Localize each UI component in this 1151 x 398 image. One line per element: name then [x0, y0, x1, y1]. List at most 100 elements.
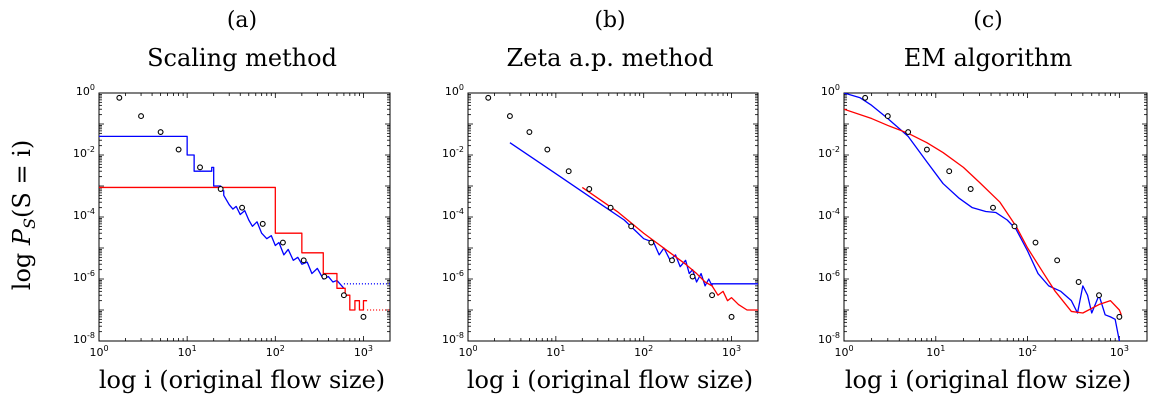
- panel-a-marker-point: [157, 129, 164, 135]
- panel-c-marker-point: [946, 168, 953, 175]
- panel-a-label: (a): [227, 8, 257, 33]
- panel-b-xtick-label: 103: [722, 344, 741, 359]
- panel-c-xlabel: log i (original flow size): [845, 366, 1131, 394]
- panel-b-marker-point: [526, 129, 533, 135]
- panel-a-marker-point: [340, 292, 347, 299]
- panel-a-marker-point: [239, 204, 246, 211]
- panel-c-series-1: [844, 93, 1121, 341]
- panel-b-marker-point: [628, 223, 635, 230]
- panel-c-markers: [862, 94, 1123, 320]
- panel-a: (a) Scaling method 100 101 102 10310-810-61…: [73, 8, 391, 394]
- panel-a-marker-point: [300, 257, 307, 264]
- y-axis-label-rest: (S = i): [8, 140, 36, 218]
- y-axis-label: log PS(S = i): [8, 140, 39, 290]
- panel-c-marker-point: [1075, 279, 1082, 285]
- panel-b: (b) Zeta a.p. method 100 101 102 103 10-8 10-…: [442, 8, 759, 394]
- panel-c-ytick-label: 10-8: [818, 331, 840, 346]
- panel-b-plot: 100 101 102 103 10-8 10-6 10-4 10-2 100: [442, 83, 759, 359]
- panel-b-xlabel: log i (original flow size): [467, 366, 753, 394]
- panel-a-title: Scaling method: [147, 44, 337, 72]
- panel-a-marker-point: [217, 186, 224, 192]
- panel-b-marker-point: [607, 204, 614, 211]
- panel-c-ytick-label: 10-4: [818, 207, 840, 222]
- panel-c-marker-point: [862, 94, 869, 101]
- panel-a-axes-frame: [98, 92, 391, 342]
- panel-c-ytick-label: 10-6: [818, 269, 840, 284]
- panel-a-xtick-label: 103: [354, 344, 373, 359]
- panel-b-ytick-label: 10-2: [442, 145, 464, 160]
- panel-b-marker-point: [709, 292, 716, 299]
- panel-a-markers: [116, 94, 367, 320]
- panel-a-plot: 100 101 102 103 10-8 10-6 10-4 10-2 100: [73, 83, 391, 359]
- panel-a-ytick-label: 10-2: [73, 145, 95, 160]
- panel-c-plot: 100 101 102 103 10-8 10-6 10-4 10-2 100: [818, 83, 1148, 359]
- panel-b-marker-point: [485, 94, 492, 101]
- panel-c-xtick-label: 103: [1110, 344, 1129, 359]
- panel-c: (c) EM algorithm 100 101 102 103 10-8 10-6 10-…: [818, 8, 1148, 394]
- panel-a-marker-point: [259, 220, 266, 227]
- panel-c-marker-point: [1116, 313, 1123, 320]
- panel-a-ytick-label: 10-8: [73, 331, 95, 346]
- y-axis-label-sub: S: [20, 218, 39, 229]
- panel-a-ytick-label: 100: [76, 83, 95, 98]
- panel-a-marker-point: [175, 146, 182, 153]
- panel-a-marker-point: [321, 273, 328, 280]
- panel-b-label: (b): [594, 8, 625, 33]
- panel-c-marker-point: [923, 146, 930, 153]
- panel-a-xtick-label: 102: [266, 344, 285, 359]
- panel-b-xtick-label: 100: [458, 344, 477, 359]
- panel-a-series-2: [99, 186, 368, 311]
- panel-c-ytick-label: 10-2: [818, 145, 840, 160]
- panel-b-ytick-label: 100: [445, 83, 464, 98]
- panel-a-marker-point: [360, 313, 367, 320]
- panel-a-xlabel: log i (original flow size): [99, 366, 385, 394]
- panel-a-series-group: [99, 135, 390, 311]
- panel-b-ytick-label: 10-6: [442, 269, 464, 284]
- panel-c-marker-point: [884, 113, 891, 120]
- panel-a-marker-point: [279, 239, 286, 246]
- panel-b-axes-frame: [467, 92, 759, 342]
- panel-b-title: Zeta a.p. method: [507, 44, 714, 72]
- panel-c-marker-point: [905, 129, 912, 135]
- panel-a-ytick-label: 10-6: [73, 269, 95, 284]
- panel-b-marker-point: [565, 168, 572, 175]
- panel-a-xtick-label: 100: [89, 344, 108, 359]
- panel-b-xtick-label: 102: [634, 344, 653, 359]
- panel-c-xtick-label: 100: [834, 344, 853, 359]
- panel-b-marker-point: [544, 146, 551, 153]
- panel-b-ytick-label: 10-4: [442, 207, 464, 222]
- panel-a-marker-point: [116, 94, 123, 101]
- panel-a-series-1: [99, 135, 345, 289]
- panel-c-xtick-label: 102: [1018, 344, 1037, 359]
- panel-c-xtick-label: 101: [926, 344, 945, 359]
- panel-c-marker-point: [1032, 239, 1039, 246]
- panel-c-marker-point: [1011, 223, 1018, 230]
- panel-b-marker-point: [728, 313, 735, 320]
- panel-c-ytick-label: 100: [821, 83, 840, 98]
- panel-b-marker-point: [689, 273, 696, 280]
- panel-b-marker-point: [586, 186, 593, 192]
- y-axis-label-p: P: [8, 228, 36, 246]
- panel-b-ticks: [467, 92, 759, 342]
- panel-c-marker-point: [1096, 292, 1102, 299]
- panel-b-xtick-label: 101: [546, 344, 565, 359]
- panel-c-title: EM algorithm: [904, 44, 1073, 72]
- panel-a-xtick-label: 101: [178, 344, 197, 359]
- panel-c-marker-point: [1054, 257, 1061, 264]
- panel-c-marker-point: [967, 186, 974, 192]
- panel-b-ytick-label: 10-8: [442, 331, 464, 346]
- panel-b-series-1: [509, 142, 758, 287]
- panel-c-marker-point: [990, 204, 996, 211]
- panel-b-marker-point: [648, 239, 655, 246]
- panel-a-marker-point: [197, 164, 203, 171]
- panel-b-marker-point: [669, 257, 675, 264]
- panel-a-marker-point: [138, 113, 145, 120]
- panel-b-series-2: [581, 186, 758, 311]
- panel-c-label: (c): [973, 8, 1003, 33]
- panel-c-series-group: [844, 93, 1122, 341]
- panel-c-ticks: [843, 92, 1148, 342]
- panel-a-ytick-label: 10-4: [73, 207, 95, 222]
- panel-a-ticks: [98, 92, 391, 342]
- panel-b-marker-point: [506, 113, 513, 120]
